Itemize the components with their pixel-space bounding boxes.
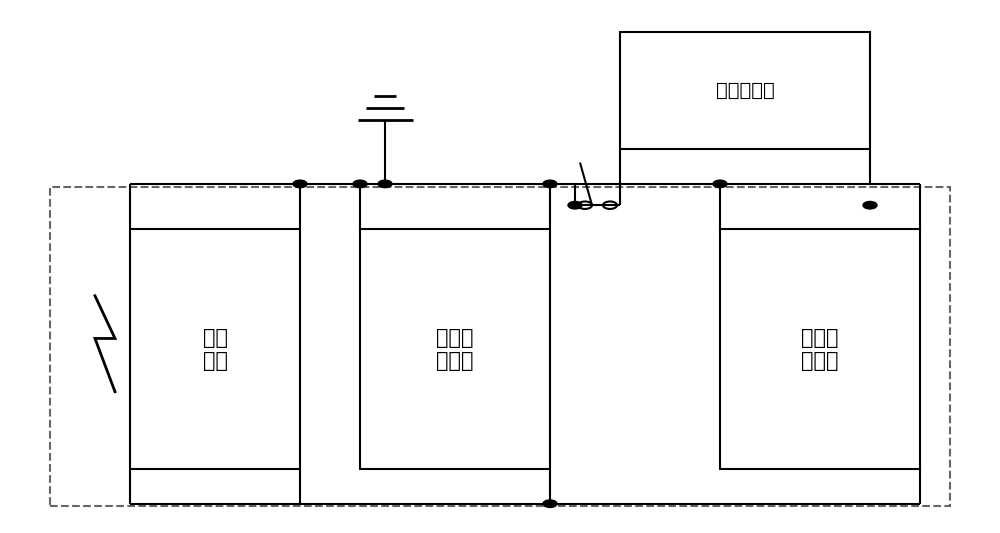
- Bar: [360, 229, 550, 469]
- Circle shape: [568, 201, 582, 209]
- Bar: [720, 229, 920, 469]
- Bar: [620, 32, 870, 149]
- Text: 点火控
制电路: 点火控 制电路: [436, 327, 474, 371]
- Circle shape: [293, 180, 307, 188]
- Text: 机油传感器: 机油传感器: [716, 81, 774, 100]
- Circle shape: [863, 201, 877, 209]
- Circle shape: [543, 180, 557, 188]
- Bar: [50, 187, 950, 506]
- Text: 点火
线圈: 点火 线圈: [203, 327, 228, 371]
- Circle shape: [543, 500, 557, 507]
- Circle shape: [713, 180, 727, 188]
- Circle shape: [378, 180, 392, 188]
- Bar: [130, 229, 300, 469]
- Text: 熄火自
锁电路: 熄火自 锁电路: [801, 327, 839, 371]
- Circle shape: [353, 180, 367, 188]
